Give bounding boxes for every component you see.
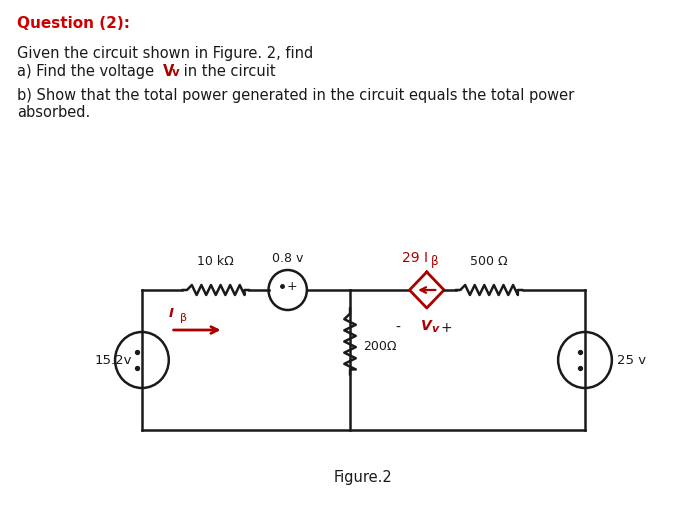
- Text: v: v: [431, 324, 439, 334]
- Text: 0.8 v: 0.8 v: [272, 252, 303, 265]
- Text: in the circuit: in the circuit: [179, 64, 276, 79]
- Text: a) Find the voltage: a) Find the voltage: [18, 64, 159, 79]
- Text: β: β: [181, 313, 188, 323]
- Text: 200Ω: 200Ω: [363, 340, 397, 353]
- Text: +: +: [440, 321, 452, 335]
- Text: 15.2v: 15.2v: [94, 353, 132, 367]
- Text: I: I: [169, 307, 174, 320]
- Text: b) Show that the total power generated in the circuit equals the total power: b) Show that the total power generated i…: [18, 88, 575, 103]
- Text: Given the circuit shown in Figure. 2, find: Given the circuit shown in Figure. 2, fi…: [18, 46, 314, 61]
- Text: 10 kΩ: 10 kΩ: [197, 255, 234, 268]
- Text: V: V: [421, 319, 432, 333]
- Text: 500 Ω: 500 Ω: [470, 255, 508, 268]
- Text: Figure.2: Figure.2: [334, 470, 393, 485]
- Text: v: v: [172, 66, 179, 79]
- Text: absorbed.: absorbed.: [18, 105, 90, 120]
- Text: -: -: [395, 321, 400, 335]
- Text: 29 I: 29 I: [402, 251, 428, 265]
- Text: 25 v: 25 v: [617, 353, 646, 367]
- Text: Question (2):: Question (2):: [18, 16, 130, 31]
- Text: +: +: [286, 280, 297, 293]
- Text: β: β: [430, 255, 438, 268]
- Text: V: V: [163, 64, 174, 79]
